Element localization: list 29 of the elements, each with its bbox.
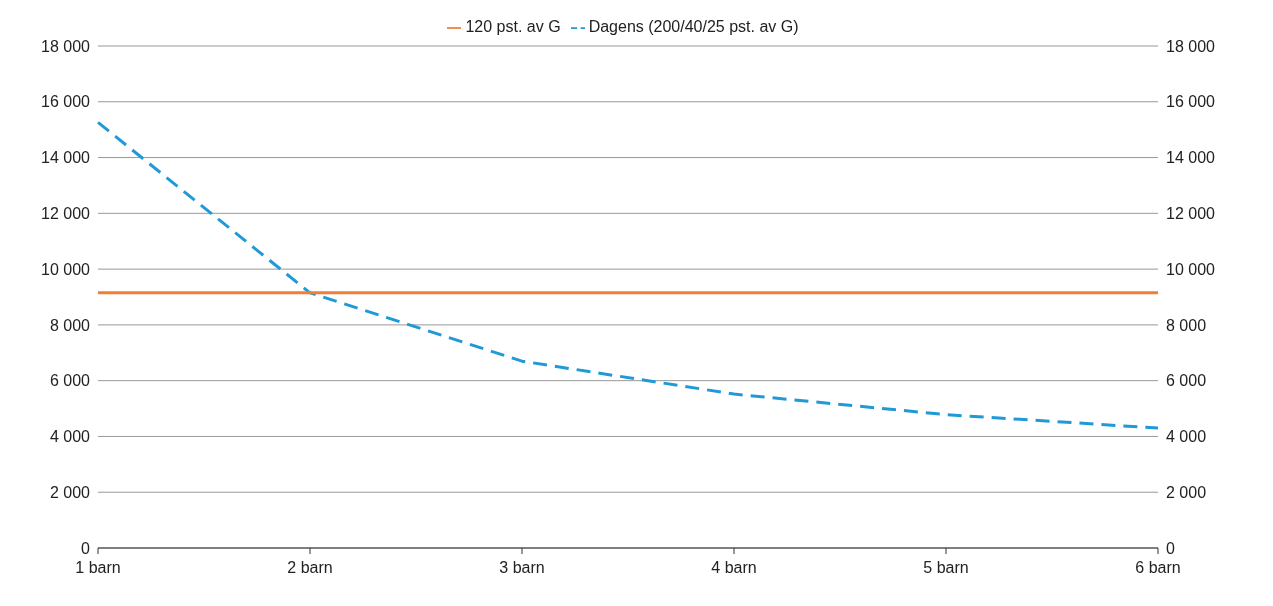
x-tick-label: 4 barn [711, 559, 757, 577]
y2-tick-label: 8 000 [1166, 316, 1207, 334]
legend-label: Dagens (200/40/25 pst. av G) [588, 18, 799, 35]
x-tick-label: 6 barn [1135, 559, 1181, 577]
y-tick-label: 10 000 [41, 260, 91, 278]
y2-tick-label: 4 000 [1166, 428, 1207, 446]
y2-tick-label: 10 000 [1166, 260, 1216, 278]
y2-tick-label: 16 000 [1166, 93, 1216, 111]
y-tick-label: 8 000 [49, 316, 91, 334]
y2-tick-label: 14 000 [1166, 149, 1216, 167]
y2-tick-label: 12 000 [1166, 205, 1216, 223]
y-tick-label: 18 000 [41, 37, 91, 55]
y-tick-label: 0 [81, 539, 91, 557]
y-tick-label: 4 000 [49, 428, 91, 446]
x-tick-label: 1 barn [75, 559, 121, 577]
x-tick-label: 2 barn [287, 559, 333, 577]
y-tick-label: 2 000 [49, 483, 91, 501]
y-tick-label: 16 000 [41, 93, 91, 111]
x-tick-label: 5 barn [923, 559, 969, 577]
y-tick-label: 12 000 [41, 205, 91, 223]
y2-tick-label: 6 000 [1166, 372, 1207, 390]
y2-tick-label: 0 [1166, 539, 1175, 557]
y-tick-label: 6 000 [49, 372, 91, 390]
y-tick-label: 14 000 [41, 149, 91, 167]
y2-tick-label: 18 000 [1166, 37, 1216, 55]
legend-label: 120 pst. av G [465, 18, 561, 35]
line-series [96, 120, 1160, 430]
x-tick-label: 3 barn [499, 559, 545, 577]
y2-tick-label: 2 000 [1166, 483, 1207, 501]
